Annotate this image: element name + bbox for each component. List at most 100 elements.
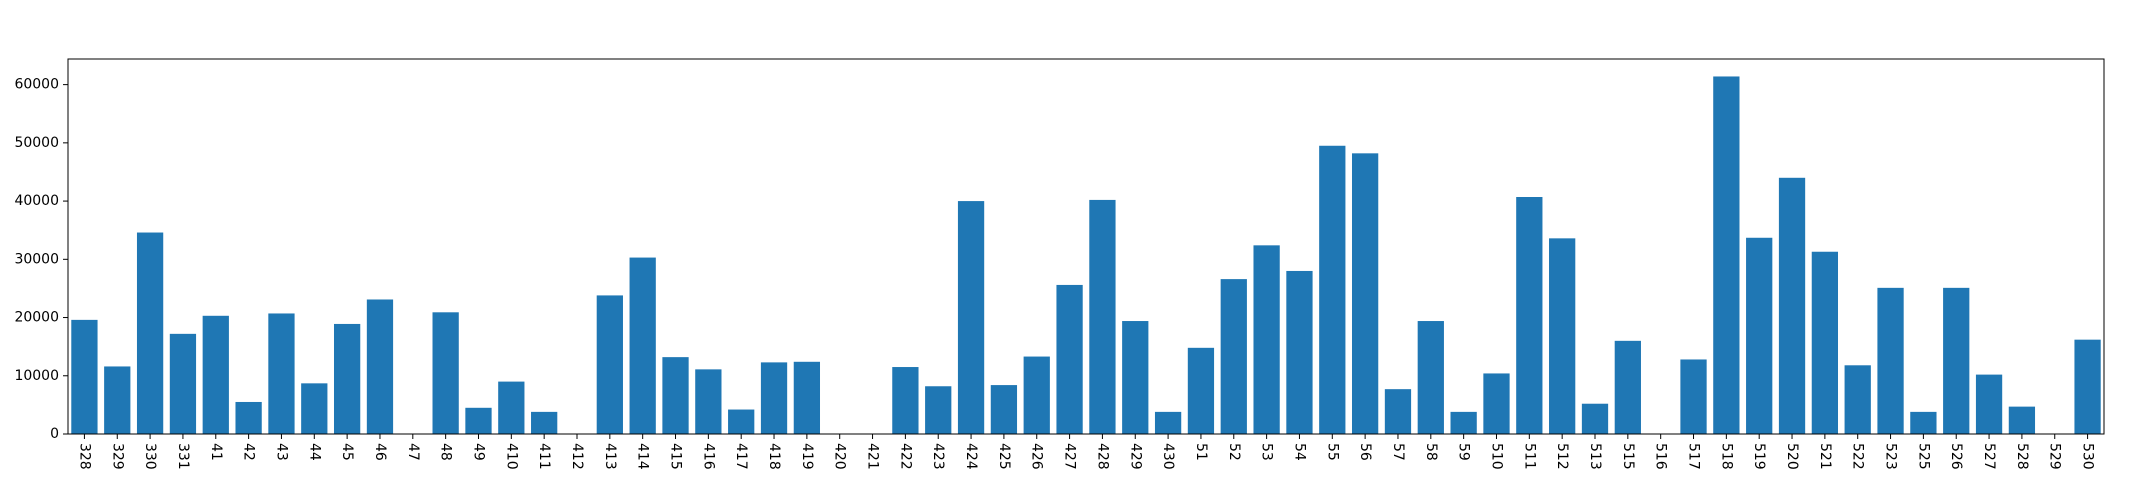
x-tick-label-529: 529 [2047, 443, 2063, 470]
bar-511 [1516, 197, 1543, 434]
bar-331 [169, 333, 197, 434]
x-tick-label-58: 58 [1423, 443, 1439, 461]
bar-522 [1844, 365, 1871, 434]
x-tick-label-330: 330 [142, 443, 158, 470]
bar-423 [925, 386, 952, 434]
x-tick-label-518: 518 [1718, 443, 1734, 470]
x-tick-label-55: 55 [1324, 443, 1340, 461]
x-tick-label-423: 423 [930, 443, 946, 470]
plot-frame [67, 58, 2105, 435]
y-axis: 0 10000 20000 30000 40000 50000 60000 [14, 77, 68, 442]
bar-56 [1351, 153, 1379, 435]
bar-418 [760, 362, 788, 434]
x-tick-label-515: 515 [1620, 443, 1636, 470]
x-tick-label-54: 54 [1291, 443, 1307, 461]
x-tick-label-413: 413 [602, 443, 618, 470]
y-tick-label-0: 0 [50, 426, 59, 442]
bar-48 [432, 312, 459, 434]
bar-419 [793, 361, 821, 434]
x-tick-label-56: 56 [1357, 443, 1373, 461]
x-axis: 328 329 330 331 41 42 43 44 45 46 47 48 49 410 411 412 4… [76, 434, 2096, 470]
bar-57 [1384, 389, 1412, 434]
bar-43 [268, 313, 295, 434]
y-tick-label-20000: 20000 [14, 310, 59, 326]
x-tick-label-46: 46 [372, 443, 388, 461]
bar-425 [990, 385, 1018, 434]
x-tick-label-41: 41 [208, 443, 224, 461]
x-tick-label-527: 527 [1981, 443, 1997, 470]
x-tick-label-428: 428 [1094, 443, 1110, 470]
x-tick-label-528: 528 [2014, 443, 2030, 470]
bar-44 [301, 383, 328, 434]
bar-523 [1877, 287, 1904, 434]
bar-52 [1220, 279, 1247, 434]
bar-530 [2074, 339, 2101, 434]
y-tick-label-30000: 30000 [14, 251, 59, 267]
x-tick-label-45: 45 [339, 443, 355, 461]
y-tick-label-40000: 40000 [14, 193, 59, 209]
x-tick-label-513: 513 [1587, 443, 1603, 470]
x-tick-label-421: 421 [865, 443, 881, 470]
bar-525 [1910, 411, 1937, 434]
x-tick-label-42: 42 [241, 443, 257, 461]
bar-424 [957, 201, 985, 434]
x-tick-label-411: 411 [536, 443, 552, 470]
bar-426 [1023, 356, 1050, 434]
bar-427 [1056, 284, 1083, 434]
x-tick-label-425: 425 [996, 443, 1012, 470]
x-tick-label-512: 512 [1554, 443, 1570, 470]
bar-513 [1581, 403, 1609, 434]
x-tick-label-412: 412 [569, 443, 585, 470]
x-tick-label-526: 526 [1948, 443, 1964, 470]
x-tick-label-420: 420 [832, 443, 848, 470]
x-tick-label-47: 47 [405, 443, 421, 461]
x-tick-label-427: 427 [1062, 443, 1078, 470]
bar-515 [1614, 340, 1641, 434]
x-tick-label-422: 422 [897, 443, 913, 470]
x-tick-label-521: 521 [1817, 443, 1833, 470]
bar-520 [1778, 177, 1806, 434]
bar-414 [629, 257, 656, 434]
x-tick-label-418: 418 [766, 443, 782, 470]
x-tick-label-511: 511 [1521, 443, 1537, 470]
x-tick-label-329: 329 [109, 443, 125, 470]
bar-55 [1319, 145, 1346, 434]
bar-53 [1253, 245, 1280, 434]
bar-42 [235, 401, 262, 434]
bar-521 [1811, 251, 1839, 434]
x-tick-label-415: 415 [668, 443, 684, 470]
x-tick-label-53: 53 [1259, 443, 1275, 461]
x-tick-label-522: 522 [1850, 443, 1866, 470]
x-tick-label-414: 414 [635, 443, 651, 470]
x-tick-label-424: 424 [963, 443, 979, 470]
bar-330 [136, 232, 164, 434]
x-tick-label-52: 52 [1226, 443, 1242, 461]
x-tick-label-328: 328 [76, 443, 92, 470]
x-tick-label-43: 43 [273, 443, 289, 461]
x-tick-label-519: 519 [1751, 443, 1767, 470]
bar-417 [728, 409, 755, 434]
bar-413 [596, 295, 623, 434]
bars-group [71, 76, 2101, 435]
bar-512 [1549, 238, 1576, 434]
bar-411 [531, 411, 558, 434]
y-tick-label-60000: 60000 [14, 77, 59, 93]
bar-49 [465, 407, 492, 434]
bar-410 [498, 381, 525, 434]
x-tick-label-331: 331 [175, 443, 191, 470]
x-tick-label-426: 426 [1029, 443, 1045, 470]
x-tick-label-49: 49 [470, 443, 486, 461]
x-tick-label-530: 530 [2080, 443, 2096, 470]
x-tick-label-51: 51 [1193, 443, 1209, 461]
x-tick-label-430: 430 [1160, 443, 1176, 470]
bar-415 [662, 357, 689, 434]
bar-328 [71, 319, 98, 434]
bar-428 [1089, 199, 1116, 434]
bar-51 [1187, 347, 1215, 434]
bar-58 [1417, 321, 1444, 434]
bar-528 [2008, 406, 2036, 434]
x-tick-label-57: 57 [1390, 443, 1406, 461]
bar-519 [1746, 237, 1773, 434]
x-tick-label-416: 416 [700, 443, 716, 470]
